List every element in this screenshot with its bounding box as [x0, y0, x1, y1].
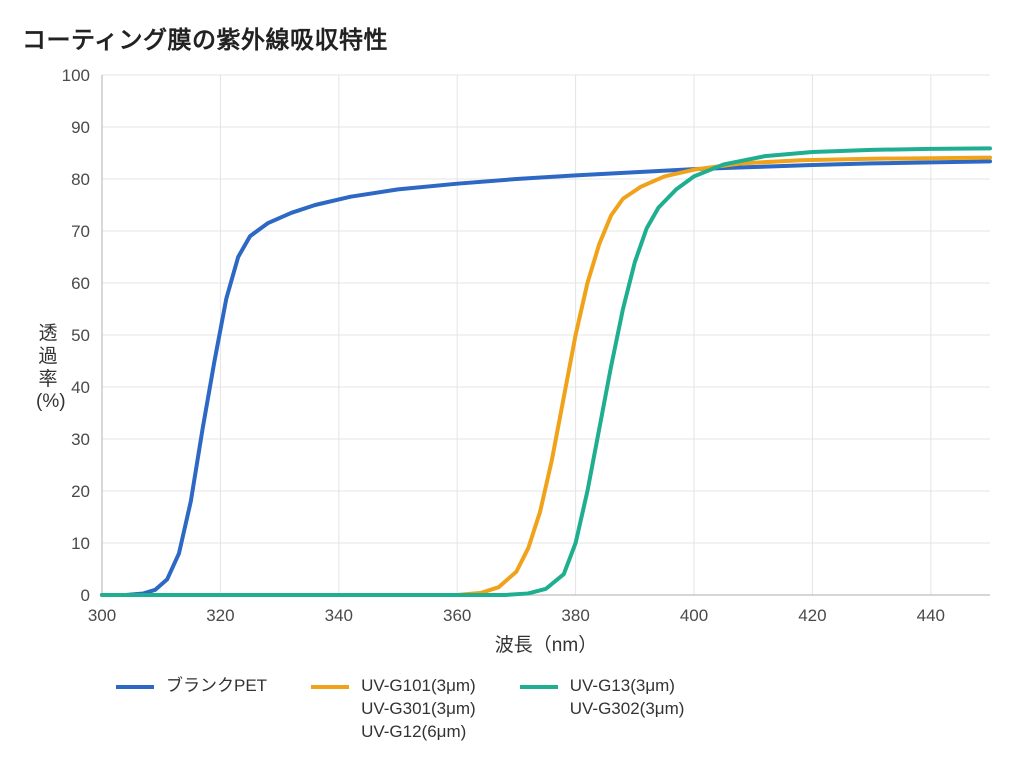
y-tick-label: 100 [62, 66, 90, 85]
y-axis-title-char: 率 [36, 369, 60, 392]
legend-labels: UV-G101(3μm)UV-G301(3μm)UV-G12(6μm) [361, 675, 476, 744]
x-tick-label: 440 [917, 606, 945, 625]
y-axis-title-char: 過 [36, 346, 60, 369]
legend-label-line: UV-G302(3μm) [570, 698, 685, 721]
y-tick-label: 90 [71, 118, 90, 137]
legend-labels: UV-G13(3μm)UV-G302(3μm) [570, 675, 685, 721]
x-tick-label: 380 [561, 606, 589, 625]
y-tick-label: 20 [71, 482, 90, 501]
y-axis-title-char: 透 [36, 323, 60, 346]
legend: ブランクPET UV-G101(3μm)UV-G301(3μm)UV-G12(6μ… [116, 675, 684, 744]
x-tick-label: 340 [325, 606, 353, 625]
legend-label-line: UV-G13(3μm) [570, 675, 685, 698]
legend-label-line: UV-G101(3μm) [361, 675, 476, 698]
y-tick-label: 70 [71, 222, 90, 241]
legend-label-line: ブランクPET [166, 675, 267, 698]
chart-container: 0 10 20 30 40 50 60 70 80 90 100 300 320 340 360 380 400… [20, 61, 1004, 661]
x-axis-title: 波長（nm） [495, 634, 597, 656]
legend-labels: ブランクPET [166, 675, 267, 698]
x-tick-label: 420 [798, 606, 826, 625]
uv-absorption-line-chart: 0 10 20 30 40 50 60 70 80 90 100 300 320 340 360 380 400… [20, 61, 1004, 661]
legend-item: UV-G101(3μm)UV-G301(3μm)UV-G12(6μm) [311, 675, 476, 744]
x-tick-label: 400 [680, 606, 708, 625]
x-tick-label: 360 [443, 606, 471, 625]
y-axis-title-char: (%) [36, 391, 60, 414]
chart-title: コーティング膜の紫外線吸収特性 [22, 20, 1004, 55]
y-tick-label: 60 [71, 274, 90, 293]
legend-label-line: UV-G301(3μm) [361, 698, 476, 721]
legend-swatch [116, 685, 154, 689]
legend-label-line: UV-G12(6μm) [361, 721, 476, 744]
y-tick-label: 10 [71, 534, 90, 553]
y-tick-label: 80 [71, 170, 90, 189]
series-uv-g101 [102, 158, 990, 595]
series-uv-g13 [102, 148, 990, 595]
y-tick-label: 40 [71, 378, 90, 397]
x-tick-label: 300 [88, 606, 116, 625]
y-tick-label: 0 [81, 586, 90, 605]
legend-item: ブランクPET [116, 675, 267, 744]
legend-swatch [311, 685, 349, 689]
x-tick-label: 320 [206, 606, 234, 625]
y-tick-label: 50 [71, 326, 90, 345]
legend-swatch [520, 685, 558, 689]
y-axis-title: 透過率(%) [36, 323, 60, 414]
series-blank-pet [102, 161, 990, 595]
legend-item: UV-G13(3μm)UV-G302(3μm) [520, 675, 685, 744]
y-tick-label: 30 [71, 430, 90, 449]
